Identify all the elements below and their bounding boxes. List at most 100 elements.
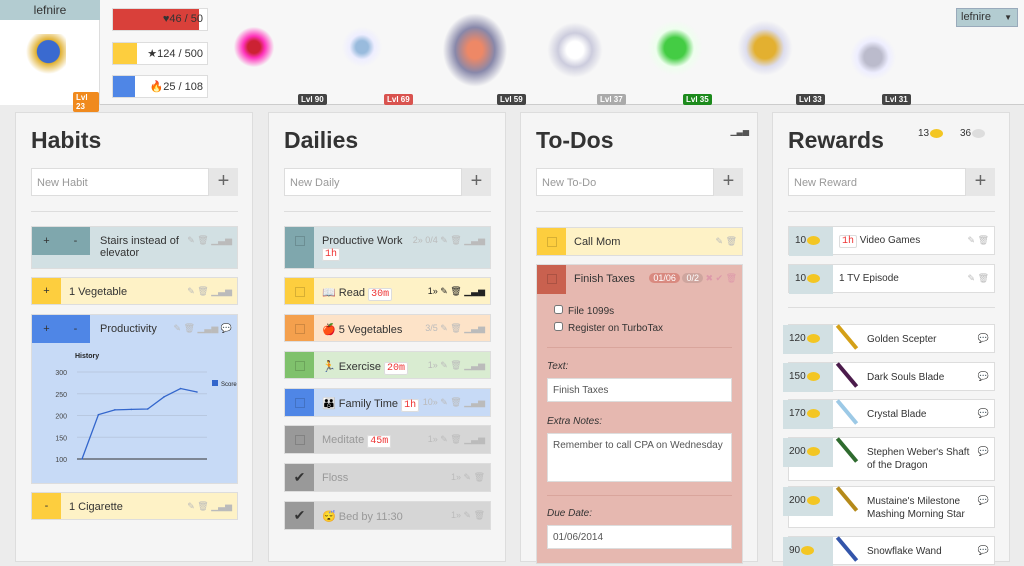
edit-delete-icons[interactable]: ✎ 🗑 [715,236,737,246]
profile-dropdown[interactable]: lefnire ▼ [956,8,1018,27]
party-avatar[interactable] [645,18,705,78]
todo-item[interactable]: Finish Taxes 01/06 0/2 ✖ ✔ 🗑 File 1099s … [536,264,743,564]
edit-delete-stats-icons[interactable]: ✎ 🗑 ▁▃▅ [187,235,232,245]
daily-checkbox[interactable] [294,236,305,246]
party-avatar[interactable] [440,10,510,90]
edit-delete-stats-icons[interactable]: ✎ 🗑 ▁▃▅ [187,501,232,511]
plus-button[interactable]: + [43,323,50,335]
comment-icon[interactable]: 💬 [977,333,989,343]
minus-button[interactable]: - [32,493,61,519]
new-reward-input[interactable]: New Reward [788,168,966,196]
habit-item[interactable]: - 1 Cigarette ✎ 🗑 ▁▃▅ [31,492,238,520]
new-todo-input[interactable]: New To-Do [536,168,714,196]
daily-item[interactable]: Meditate 45m 1» ✎ 🗑 ▁▃▅ [284,425,491,454]
add-reward-button[interactable]: + [966,168,995,196]
checklist-item[interactable]: Register on TurboTax [554,322,663,334]
checklist-item[interactable]: File 1099s [554,305,614,317]
edit-delete-icons[interactable]: ✎ 🗑 [463,510,485,520]
daily-text: 🍎 5 Vegetables [322,324,403,336]
due-date-input[interactable]: 01/06/2014 [547,525,732,549]
daily-checkbox[interactable] [294,361,305,371]
daily-item[interactable]: 🍎 5 Vegetables 3/5 ✎ 🗑 ▁▃▅ [284,314,491,342]
gear-item[interactable]: 170 Crystal Blade 💬 [783,399,995,429]
edit-delete-icons[interactable]: ✎ 🗑 ▁▃▅ [440,323,485,333]
gear-item[interactable]: 90 Snowflake Wand 💬 [783,536,995,566]
daily-checkbox[interactable] [294,287,305,297]
daily-item[interactable]: ✔ Floss 1» ✎ 🗑 [284,463,491,492]
comment-icon[interactable]: 💬 [977,495,989,505]
add-daily-button[interactable]: + [462,168,491,196]
daily-checkbox[interactable] [294,324,305,334]
gear-item[interactable]: 200 Mustaine's Milestone Mashing Morning… [783,486,995,528]
party-avatar[interactable] [340,25,384,69]
sort-stats-icon[interactable]: ▁▃▅ [730,127,749,136]
gear-item[interactable]: 150 Dark Souls Blade 💬 [783,362,995,392]
edit-delete-stats-icons[interactable]: ✎ 🗑 ▁▃▅ [187,286,232,296]
party-avatar[interactable] [848,32,898,82]
divider [284,211,491,212]
buy-button[interactable]: 170 [783,400,833,429]
habit-item[interactable]: + - Stairs instead of elevator ✎ 🗑 ▁▃▅ [31,226,238,269]
edit-delete-icons[interactable]: ✎ 🗑 [967,235,989,245]
close-save-delete-icons[interactable]: ✖ ✔ 🗑 [705,273,737,283]
edit-delete-icons[interactable]: ✎ 🗑 [463,472,485,482]
plus-button[interactable]: + [43,235,50,247]
reward-item[interactable]: 10 1h Video Games ✎ 🗑 [788,226,995,256]
reward-item[interactable]: 10 1 TV Episode ✎ 🗑 [788,264,995,294]
comment-icon[interactable]: 💬 [977,545,989,555]
buy-button[interactable]: 10 [789,265,833,294]
daily-text: 👪 Family Time [322,398,399,410]
comment-icon[interactable]: 💬 [977,408,989,418]
party-avatar[interactable] [735,18,795,78]
party-avatar[interactable] [545,20,605,80]
avatar[interactable]: Lvl 23 [0,20,100,112]
edit-delete-icons[interactable]: ✎ 🗑 ▁▃▅ [440,235,485,245]
edit-delete-icons[interactable]: ✎ 🗑 ▁▃▅ [440,360,485,370]
gear-text: Golden Scepter [867,334,937,345]
minus-button[interactable]: - [73,235,78,247]
daily-item[interactable]: 📖 Read 30m 1» ✎ 🗑 ▁▃▅ [284,277,491,305]
gear-item[interactable]: 200 Stephen Weber's Shaft of the Dragon … [783,437,995,481]
daily-item[interactable]: Productive Work 1h 2» 0/4 ✎ 🗑 ▁▃▅ [284,226,491,269]
party-avatar[interactable] [232,25,276,69]
buy-button[interactable]: 200 [783,438,833,467]
new-habit-input[interactable]: New Habit [31,168,209,196]
daily-checkbox[interactable] [294,398,305,408]
add-habit-button[interactable]: + [209,168,238,196]
daily-item[interactable]: 👪 Family Time 1h 10» ✎ 🗑 ▁▃▅ [284,388,491,417]
edit-delete-icons[interactable]: ✎ 🗑 ▁▃▅ [440,286,485,296]
text-input[interactable]: Finish Taxes [547,378,732,402]
buy-button[interactable]: 150 [783,363,833,392]
add-todo-button[interactable]: + [714,168,743,196]
gear-item[interactable]: 120 Golden Scepter 💬 [783,324,995,354]
notes-textarea[interactable]: Remember to call CPA on Wednesday [547,433,732,482]
gold-coin-icon [930,128,944,138]
checkmark-icon[interactable]: ✔ [293,469,306,485]
mana-bar: 🔥25 / 108 [112,75,208,98]
edit-delete-stats-comment-icons[interactable]: ✎ 🗑 ▁▃▅ 💬 [173,323,232,333]
todo-item[interactable]: Call Mom ✎ 🗑 [536,227,743,256]
edit-delete-icons[interactable]: ✎ 🗑 ▁▃▅ [440,434,485,444]
daily-item[interactable]: 🏃 Exercise 20m 1» ✎ 🗑 ▁▃▅ [284,351,491,379]
edit-delete-icons[interactable]: ✎ 🗑 [967,273,989,283]
buy-button[interactable]: 90 [783,537,833,566]
minus-button[interactable]: - [73,323,78,335]
habit-item[interactable]: + 1 Vegetable ✎ 🗑 ▁▃▅ [31,277,238,305]
checklist-checkbox[interactable] [554,322,563,331]
plus-button[interactable]: + [32,278,61,304]
buy-button[interactable]: 200 [783,487,833,516]
todo-checkbox[interactable] [546,274,557,284]
edit-delete-icons[interactable]: ✎ 🗑 ▁▃▅ [440,397,485,407]
comment-icon[interactable]: 💬 [977,446,989,456]
y-tick-label: 200 [55,414,67,421]
new-daily-input[interactable]: New Daily [284,168,462,196]
checkmark-icon[interactable]: ✔ [293,507,306,523]
buy-button[interactable]: 10 [789,227,833,256]
buy-button[interactable]: 120 [783,325,833,354]
checklist-checkbox[interactable] [554,305,563,314]
todo-checkbox[interactable] [546,237,557,247]
daily-checkbox[interactable] [294,435,305,445]
daily-item[interactable]: ✔ 😴 Bed by 11:30 1» ✎ 🗑 [284,501,491,530]
habit-item[interactable]: + - Productivity ✎ 🗑 ▁▃▅ 💬 History 300 250 2… [31,314,238,484]
comment-icon[interactable]: 💬 [977,371,989,381]
